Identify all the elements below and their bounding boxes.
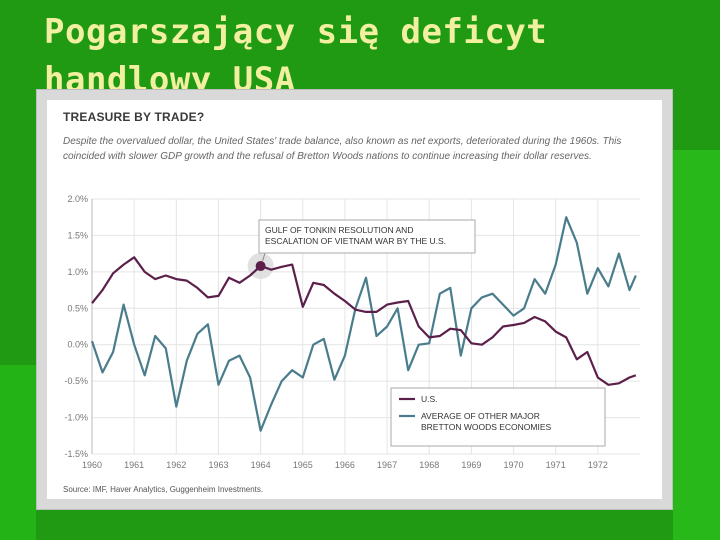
x-tick-label: 1971 <box>546 460 566 470</box>
annotation-text: GULF OF TONKIN RESOLUTION AND <box>265 225 413 235</box>
annotation-marker <box>255 261 266 272</box>
x-tick-label: 1962 <box>166 460 186 470</box>
x-tick-label: 1964 <box>251 460 271 470</box>
x-tick-label: 1966 <box>335 460 355 470</box>
line-chart: 2.0% 1.5% 1.0% 0.5% 0.0% -0.5% -1.0% -1.5%1960 1… <box>64 194 640 470</box>
y-tick-label: 1.5% <box>67 230 88 240</box>
legend-label-us: U.S. <box>421 394 438 404</box>
annotation-leader-line <box>262 252 266 262</box>
y-tick-label: 1.0% <box>67 267 88 277</box>
y-tick-label: -1.0% <box>64 413 88 423</box>
annotation-text: ESCALATION OF VIETNAM WAR BY THE U.S. <box>265 236 446 246</box>
x-tick-label: 1963 <box>208 460 228 470</box>
annotation-box <box>258 219 476 254</box>
chart-subtitle: Despite the overvalued dollar, the Unite… <box>63 136 622 162</box>
x-tick-label: 1969 <box>461 460 481 470</box>
y-tick-label: 0.5% <box>67 303 88 313</box>
x-tick-label: 1961 <box>124 460 144 470</box>
x-tick-label: 1968 <box>419 460 439 470</box>
series-line-us <box>91 256 637 386</box>
series-line-other-economies <box>90 216 637 432</box>
y-tick-label: 2.0% <box>67 194 88 204</box>
chart-source: Source: IMF, Haver Analytics, Guggenheim… <box>63 485 264 494</box>
chart-panel: TREASURE BY TRADE? Despite the overvalue… <box>47 100 662 499</box>
background-stripe-left <box>0 365 36 540</box>
x-tick-label: 1972 <box>588 460 608 470</box>
x-tick-label: 1970 <box>504 460 524 470</box>
legend-box <box>390 387 606 447</box>
chart-title: TREASURE BY TRADE? <box>63 110 205 124</box>
background-stripe-right <box>673 150 720 540</box>
x-tick-label: 1960 <box>82 460 102 470</box>
x-tick-label: 1967 <box>377 460 397 470</box>
y-tick-label: -1.5% <box>64 449 88 459</box>
y-tick-label: 0.0% <box>67 340 88 350</box>
legend-label-other-economies: AVERAGE OF OTHER MAJOR BRETTON WOODS ECON… <box>421 411 552 432</box>
x-tick-label: 1965 <box>293 460 313 470</box>
y-tick-label: -0.5% <box>64 376 88 386</box>
chart-image-frame: TREASURE BY TRADE? Despite the overvalue… <box>36 89 673 510</box>
slide-title: Pogarszający się deficyt handlowy USA <box>44 12 548 100</box>
